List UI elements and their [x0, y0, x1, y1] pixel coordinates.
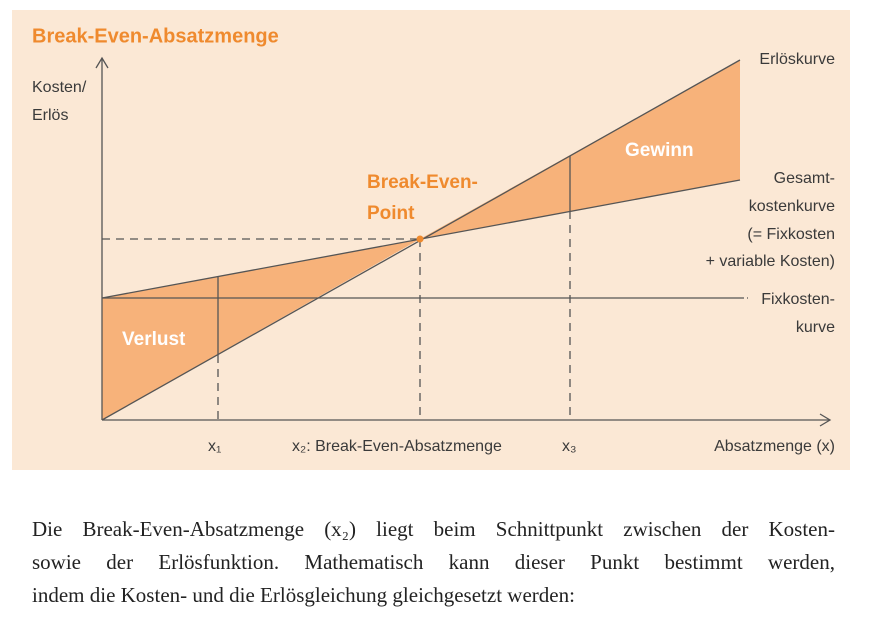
revenue-label: Erlöskurve: [759, 51, 835, 68]
x-mark-label: x₃: [562, 438, 577, 455]
x-mark-label: x₁: [208, 438, 221, 455]
total-cost-label: kostenkurve: [749, 198, 835, 215]
profit-label: Gewinn: [625, 140, 694, 161]
break-even-point: [416, 235, 424, 243]
paragraph: Die Break-Even-Absatzmenge (x₂) liegt be…: [32, 513, 835, 612]
fixed-cost-label: kurve: [796, 319, 835, 336]
total-cost-label: + variable Kosten): [706, 253, 835, 270]
x-mark-label: x₂: Break-Even-Absatzmenge: [292, 438, 502, 455]
loss-label: Verlust: [122, 329, 186, 350]
y-axis-label: Kosten/: [32, 79, 87, 96]
paragraph-line: Die Break-Even-Absatzmenge (x₂) liegt be…: [32, 517, 835, 541]
total-cost-label: Gesamt-: [774, 170, 835, 187]
x-axis-arrow: [819, 413, 832, 427]
y-axis-arrow: [95, 56, 109, 69]
paragraph-line: indem die Kosten- und die Erlösgleichung…: [32, 583, 575, 607]
figure-title: Break-Even-Absatzmenge: [32, 25, 279, 47]
break-even-label: Break-Even-: [367, 172, 478, 193]
x-axis-label: Absatzmenge (x): [714, 438, 835, 455]
figure: Break-Even-Absatzmenge Kosten/ Erlös Erl…: [12, 10, 850, 470]
y-axis-label: Erlös: [32, 107, 68, 124]
total-cost-label: (= Fixkosten: [747, 226, 835, 243]
paragraph-line: sowie der Erlösfunktion. Mathematisch ka…: [32, 550, 835, 574]
fixed-cost-label: Fixkosten-: [761, 291, 835, 308]
break-even-label: Point: [367, 203, 415, 224]
